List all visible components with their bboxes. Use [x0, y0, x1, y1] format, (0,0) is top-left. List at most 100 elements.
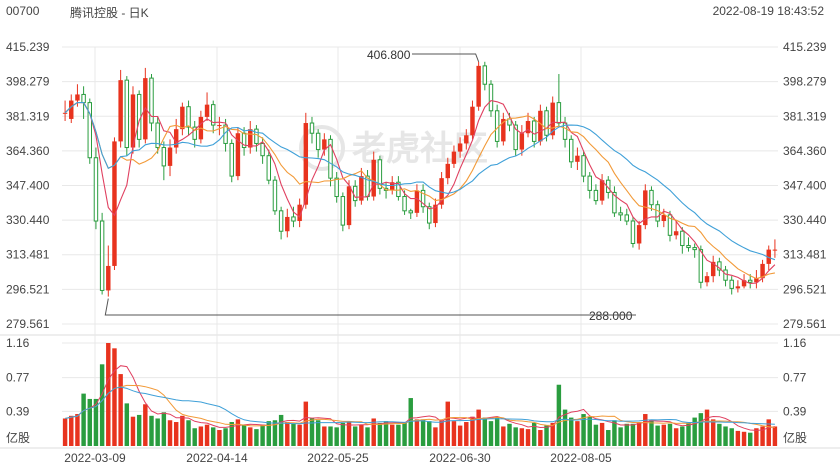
candle[interactable] [328, 135, 333, 187]
candle[interactable] [371, 151, 376, 201]
volume-bar[interactable] [686, 422, 691, 446]
candle[interactable] [130, 86, 136, 154]
candle[interactable] [673, 221, 679, 240]
candle[interactable] [569, 135, 574, 168]
volume-bar[interactable] [470, 416, 475, 446]
volume-bar[interactable] [680, 426, 685, 446]
volume-bar[interactable] [69, 415, 74, 446]
volume-bar[interactable] [488, 421, 494, 446]
volume-bar[interactable] [390, 424, 395, 446]
candle[interactable] [748, 274, 753, 289]
volume-bar[interactable] [649, 420, 654, 446]
volume-bar[interactable] [587, 416, 592, 446]
volume-bar[interactable] [519, 428, 525, 446]
candle[interactable] [772, 239, 778, 258]
candle[interactable] [340, 192, 346, 232]
volume-bar[interactable] [636, 422, 642, 446]
candle[interactable] [680, 227, 685, 254]
volume-bar[interactable] [235, 419, 241, 446]
candle[interactable] [87, 98, 92, 164]
candle[interactable] [476, 61, 481, 111]
volume-bar[interactable] [451, 421, 457, 446]
candle[interactable] [149, 74, 154, 132]
candle[interactable] [562, 116, 568, 148]
candle[interactable] [649, 186, 654, 211]
volume-bar[interactable] [87, 398, 92, 446]
volume-bar[interactable] [371, 418, 376, 446]
volume-bar[interactable] [285, 422, 290, 446]
volume-bar[interactable] [93, 398, 99, 446]
volume-bar[interactable] [365, 427, 370, 446]
candle[interactable] [93, 147, 99, 230]
candle[interactable] [501, 112, 506, 146]
candle[interactable] [192, 120, 197, 148]
volume-bar[interactable] [180, 415, 185, 446]
candle[interactable] [124, 76, 130, 156]
volume-bar[interactable] [359, 424, 364, 446]
candle[interactable] [420, 184, 426, 213]
candle[interactable] [322, 133, 327, 156]
candle[interactable] [439, 172, 444, 209]
volume-bar[interactable] [667, 423, 673, 446]
candle[interactable] [297, 198, 302, 228]
volume-bar[interactable] [106, 343, 111, 446]
volume-bar[interactable] [278, 414, 284, 446]
volume-bar[interactable] [377, 422, 383, 446]
candle[interactable] [531, 116, 537, 148]
volume-bar[interactable] [655, 425, 660, 446]
volume-bar[interactable] [420, 419, 426, 446]
candle[interactable] [710, 255, 716, 283]
volume-bar[interactable] [143, 404, 148, 446]
candle[interactable] [525, 112, 531, 138]
volume-bar[interactable] [167, 420, 173, 446]
volume-bar[interactable] [439, 420, 444, 446]
candle[interactable] [186, 100, 191, 136]
volume-bar[interactable] [494, 417, 500, 446]
candle[interactable] [451, 145, 457, 168]
volume-bar[interactable] [538, 430, 543, 446]
candle[interactable] [155, 116, 160, 154]
volume-bar[interactable] [464, 422, 469, 446]
volume-bar[interactable] [513, 427, 518, 446]
candle[interactable] [198, 110, 204, 144]
candle[interactable] [704, 272, 710, 287]
volume-bar[interactable] [112, 348, 117, 446]
volume-bar[interactable] [643, 414, 648, 446]
volume-bar[interactable] [593, 424, 599, 446]
volume-bar[interactable] [569, 417, 574, 446]
candle[interactable] [717, 257, 722, 277]
volume-bar[interactable] [544, 425, 549, 446]
candle[interactable] [735, 280, 741, 293]
volume-bar[interactable] [62, 418, 68, 446]
volume-bar[interactable] [241, 424, 247, 446]
candle[interactable] [538, 104, 543, 146]
volume-bar[interactable] [198, 426, 204, 446]
candle[interactable] [667, 210, 673, 242]
candle[interactable] [118, 69, 123, 148]
volume-bar[interactable] [729, 428, 734, 446]
volume-bar[interactable] [248, 427, 253, 446]
candle[interactable] [254, 125, 259, 152]
candle[interactable] [278, 206, 284, 240]
volume-bar[interactable] [445, 401, 450, 446]
candle[interactable] [550, 96, 555, 140]
candle[interactable] [754, 270, 759, 289]
candle[interactable] [180, 102, 185, 136]
candle[interactable] [612, 186, 617, 217]
volume-bar[interactable] [322, 426, 327, 446]
candle[interactable] [229, 139, 234, 183]
volume-bar[interactable] [562, 409, 568, 446]
candle[interactable] [217, 116, 222, 136]
volume-bar[interactable] [612, 420, 617, 446]
candle[interactable] [723, 265, 728, 287]
volume-bar[interactable] [334, 427, 339, 446]
volume-bar[interactable] [704, 409, 710, 446]
volume-bar[interactable] [457, 425, 463, 446]
volume-bar[interactable] [427, 421, 432, 446]
volume-bar[interactable] [606, 430, 611, 446]
volume-bar[interactable] [173, 422, 179, 446]
candle[interactable] [581, 151, 586, 183]
volume-bar[interactable] [136, 414, 142, 446]
volume-bar[interactable] [204, 424, 210, 446]
